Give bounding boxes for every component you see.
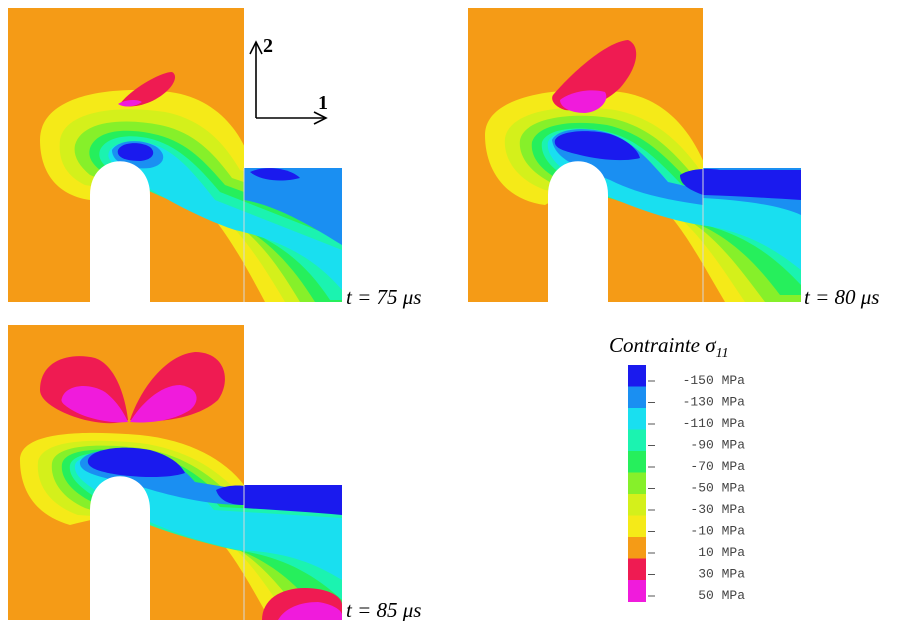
legend-swatch <box>628 558 646 581</box>
legend-title: Contrainte σ11 <box>609 333 729 361</box>
axis-triad: 2 1 <box>249 35 328 125</box>
legend-label: -70 MPa <box>690 459 745 474</box>
axis-label-2: 2 <box>263 35 273 57</box>
legend-swatch <box>628 472 646 495</box>
axis-label-1: 1 <box>318 92 328 114</box>
legend-swatch <box>628 429 646 452</box>
legend-label: -150 MPa <box>683 373 746 388</box>
panel-caption: t = 80 μs <box>804 285 879 309</box>
panel-caption: t = 75 μs <box>346 285 421 309</box>
legend-swatch <box>628 365 646 387</box>
panel-t80: t = 80 μs <box>468 8 879 309</box>
notch-hole <box>90 161 150 302</box>
legend-label: 50 MPa <box>698 588 745 603</box>
legend-label: 30 MPa <box>698 567 745 582</box>
legend-swatch <box>628 515 646 538</box>
legend-swatch <box>628 386 646 409</box>
legend-label: -110 MPa <box>683 416 746 431</box>
panel-t85: t = 85 μs <box>8 325 421 621</box>
legend-label: -50 MPa <box>690 481 745 496</box>
legend-swatch <box>628 537 646 559</box>
legend-label: -30 MPa <box>690 502 745 517</box>
legend-swatch <box>628 494 646 516</box>
legend-label: 10 MPa <box>698 545 745 560</box>
legend-swatch <box>628 580 646 602</box>
color-legend: Contrainte σ11 -150 MPa -130 MPa -110 MPa -… <box>609 333 745 603</box>
panel-t75: t = 75 μs <box>8 8 421 309</box>
legend-label: -90 MPa <box>690 438 745 453</box>
legend-label: -10 MPa <box>690 524 745 539</box>
legend-swatch <box>628 408 646 430</box>
legend-label: -130 MPa <box>683 395 746 410</box>
legend-swatch <box>628 451 646 473</box>
panel-caption: t = 85 μs <box>346 598 421 621</box>
